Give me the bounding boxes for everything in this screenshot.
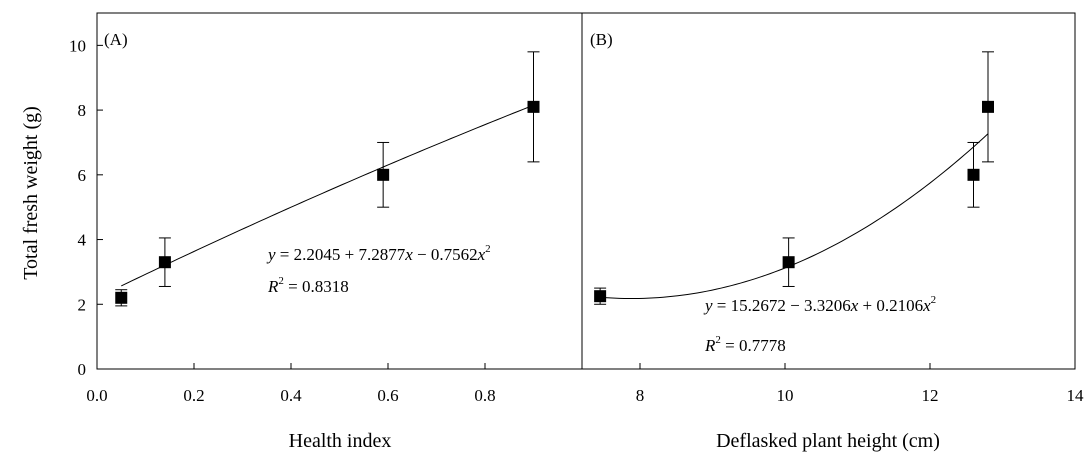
equation-x: x <box>850 296 859 315</box>
x-tick-label: 0.6 <box>377 386 398 405</box>
panel-b-x-ticks: 8 10 12 14 <box>636 363 1084 405</box>
data-point <box>782 256 795 269</box>
equation-body: = 15.2672 − 3.3206 <box>713 296 851 315</box>
y-axis-ticks: 0 2 4 6 8 10 <box>69 36 103 379</box>
data-point <box>527 100 540 113</box>
panel-b-equation: y = 15.2672 − 3.3206x + 0.2106x2 <box>703 294 936 315</box>
panel-a-frame <box>96 12 583 370</box>
r2-sup: 2 <box>715 334 721 346</box>
equation-sup: 2 <box>931 294 937 306</box>
data-point <box>158 256 171 269</box>
data-point <box>982 100 994 113</box>
panel-a-x-ticks: 0.0 0.2 0.4 0.6 0.8 <box>86 363 496 405</box>
equation-x2: x <box>922 296 931 315</box>
r2-sup: 2 <box>278 275 284 287</box>
panel-a-points <box>115 51 540 307</box>
r2-r: R <box>267 277 279 296</box>
panel-a-fit-curve <box>121 104 534 287</box>
data-point <box>594 290 607 303</box>
data-point <box>115 291 128 304</box>
x-tick-label: 12 <box>922 386 939 405</box>
x-tick-label: 10 <box>777 386 794 405</box>
panel-b-label: (B) <box>590 30 613 49</box>
x-tick-label: 0.8 <box>474 386 495 405</box>
data-point <box>967 168 980 181</box>
y-tick-label: 2 <box>78 295 87 314</box>
panel-b-x-label: Deflasked plant height (cm) <box>716 430 940 452</box>
x-tick-label: 14 <box>1067 386 1085 405</box>
equation-body: = 2.2045 + 7.2877 <box>276 245 406 264</box>
panel-a-r2: R2 = 0.8318 <box>267 275 349 296</box>
r2-value: = 0.7778 <box>721 336 786 355</box>
x-tick-label: 0.2 <box>183 386 204 405</box>
equation-x: x <box>404 245 413 264</box>
y-tick-label: 10 <box>69 36 86 55</box>
panel-b-r2: R2 = 0.7778 <box>704 334 786 355</box>
y-tick-label: 8 <box>78 101 87 120</box>
y-axis-label: Total fresh weight (g) <box>20 106 42 280</box>
panel-a-x-label: Health index <box>289 430 392 452</box>
panel-a-equation: y = 2.2045 + 7.2877x − 0.7562x2 <box>266 243 491 264</box>
panel-b-fit-curve <box>600 133 989 300</box>
y-tick-label: 4 <box>78 231 87 250</box>
panel-b-frame <box>581 12 1076 370</box>
equation-y: y <box>266 245 276 264</box>
y-tick-label: 0 <box>78 360 87 379</box>
equation-x2: x <box>477 245 486 264</box>
panel-a: 0 2 4 6 8 10 0.0 0.2 0.4 0.6 0.8 (A) y = 2.2045 +… <box>69 12 583 452</box>
panel-a-label: (A) <box>104 30 128 49</box>
y-tick-label: 6 <box>78 166 87 185</box>
r2-r: R <box>704 336 716 355</box>
panel-b-points <box>594 51 994 305</box>
equation-mid: + 0.2106 <box>858 296 923 315</box>
panel-b: 8 10 12 14 (B) y = 15.2672 − 3.3206x + 0.21… <box>581 12 1084 452</box>
x-tick-label: 8 <box>636 386 645 405</box>
data-point <box>377 168 390 181</box>
equation-sup: 2 <box>485 243 491 255</box>
equation-mid: − 0.7562 <box>413 245 478 264</box>
x-tick-label: 0.4 <box>280 386 302 405</box>
equation-y: y <box>703 296 713 315</box>
r2-value: = 0.8318 <box>284 277 349 296</box>
x-tick-label: 0.0 <box>86 386 107 405</box>
